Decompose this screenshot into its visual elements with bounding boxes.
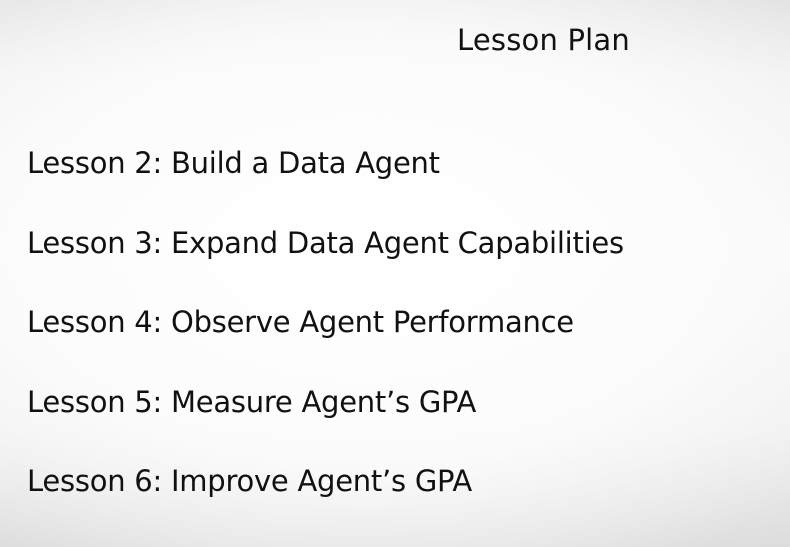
- slide-title: Lesson Plan: [457, 23, 630, 57]
- lesson-item-3: Lesson 3: Expand Data Agent Capabilities: [27, 225, 624, 260]
- lesson-item-5: Lesson 5: Measure Agent’s GPA: [27, 384, 477, 419]
- lesson-item-2: Lesson 2: Build a Data Agent: [27, 146, 440, 180]
- lesson-list: Lesson 2: Build a Data Agent Lesson 3: E…: [27, 143, 767, 541]
- lesson-item-6: Lesson 6: Improve Agent’s GPA: [27, 464, 473, 498]
- lesson-item-4: Lesson 4: Observe Agent Performance: [27, 305, 574, 339]
